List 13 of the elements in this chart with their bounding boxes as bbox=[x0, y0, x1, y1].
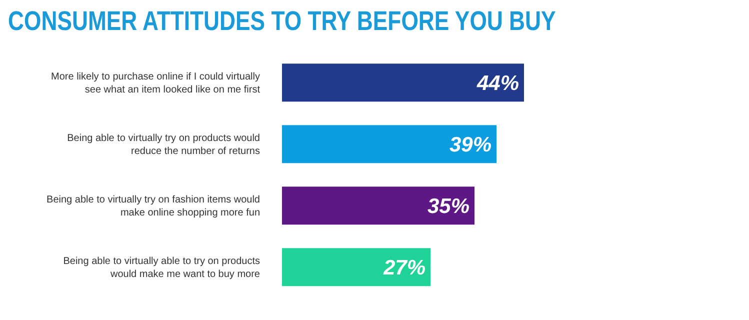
chart-title: CONSUMER ATTITUDES TO TRY BEFORE YOU BUY bbox=[8, 6, 556, 37]
bar bbox=[282, 186, 474, 225]
bar bbox=[282, 248, 430, 286]
y-tick-label: Being able to virtually try on fashion items would make online shopping more fun bbox=[46, 194, 260, 218]
data-label: 27% bbox=[382, 256, 426, 280]
data-label: 35% bbox=[427, 195, 470, 218]
y-tick-label: More likely to purchase online if I could virtually see what an item looked like on me first bbox=[51, 70, 260, 95]
y-tick-label: Being able to virtually able to try on products would make me want to buy more bbox=[63, 255, 260, 280]
data-label: 39% bbox=[449, 134, 492, 157]
bar bbox=[282, 125, 496, 164]
data-label: 44% bbox=[476, 72, 520, 96]
y-tick-label: Being able to virtually try on products would reduce the number of returns bbox=[67, 132, 260, 156]
bar bbox=[282, 64, 524, 102]
